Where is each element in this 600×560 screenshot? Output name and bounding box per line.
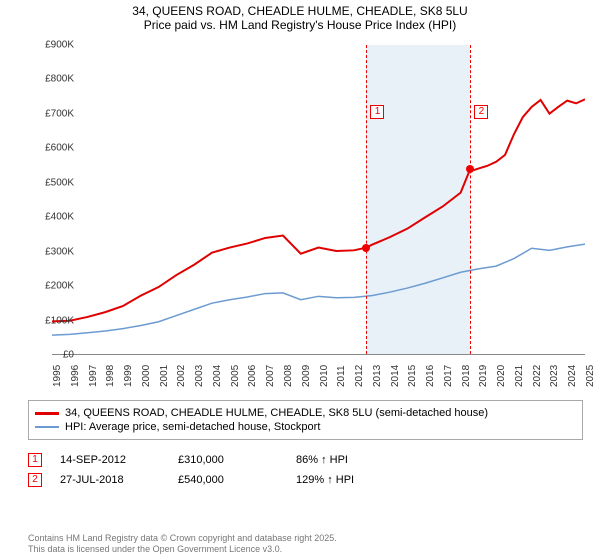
- legend-label-hpi: HPI: Average price, semi-detached house,…: [65, 421, 320, 433]
- y-tick-label: £400K: [32, 212, 74, 223]
- sale-marker-box: 2: [474, 105, 488, 119]
- chart-area: £0 £100K £200K £300K £400K £500K £600K £700K £80…: [20, 40, 585, 390]
- legend-swatch-price: [35, 412, 59, 415]
- y-tick-label: £0: [32, 350, 74, 361]
- sale-date-1: 14-SEP-2012: [60, 454, 160, 466]
- title-address: 34, QUEENS ROAD, CHEADLE HULME, CHEADLE,…: [0, 4, 600, 18]
- sale-date-2: 27-JUL-2018: [60, 474, 160, 486]
- plot-region: £0£100K£200K£300K£400K£500K£600K£700K£80…: [52, 45, 585, 355]
- sale-price-1: £310,000: [178, 454, 278, 466]
- sales-row-2: 2 27-JUL-2018 £540,000 129% ↑ HPI: [28, 470, 583, 490]
- y-tick-label: £700K: [32, 108, 74, 119]
- series-price_paid: [52, 99, 585, 321]
- chart-container: 34, QUEENS ROAD, CHEADLE HULME, CHEADLE,…: [0, 0, 600, 560]
- sale-vline: [470, 45, 471, 354]
- sale-price-2: £540,000: [178, 474, 278, 486]
- sale-dot: [362, 244, 370, 252]
- sale-marker-box: 1: [370, 105, 384, 119]
- sale-marker-2: 2: [28, 473, 42, 487]
- series-hpi: [52, 244, 585, 335]
- y-tick-label: £900K: [32, 40, 74, 51]
- y-tick-label: £300K: [32, 246, 74, 257]
- sale-vline: [366, 45, 367, 354]
- y-tick-label: £100K: [32, 315, 74, 326]
- y-tick-label: £500K: [32, 177, 74, 188]
- legend-item-price: 34, QUEENS ROAD, CHEADLE HULME, CHEADLE,…: [35, 407, 576, 419]
- y-tick-label: £200K: [32, 281, 74, 292]
- y-tick-label: £800K: [32, 74, 74, 85]
- chart-svg: [52, 45, 585, 354]
- sales-table: 1 14-SEP-2012 £310,000 86% ↑ HPI 2 27-JU…: [28, 450, 583, 490]
- sale-marker-1: 1: [28, 453, 42, 467]
- sale-vshpi-1: 86% ↑ HPI: [296, 454, 396, 466]
- footer-copyright: Contains HM Land Registry data © Crown c…: [28, 533, 337, 545]
- sales-row-1: 1 14-SEP-2012 £310,000 86% ↑ HPI: [28, 450, 583, 470]
- legend-swatch-hpi: [35, 426, 59, 428]
- legend: 34, QUEENS ROAD, CHEADLE HULME, CHEADLE,…: [28, 400, 583, 440]
- footer-license: This data is licensed under the Open Gov…: [28, 544, 337, 556]
- sale-vshpi-2: 129% ↑ HPI: [296, 474, 396, 486]
- legend-label-price: 34, QUEENS ROAD, CHEADLE HULME, CHEADLE,…: [65, 407, 488, 419]
- sale-dot: [466, 165, 474, 173]
- footer: Contains HM Land Registry data © Crown c…: [28, 533, 337, 556]
- legend-item-hpi: HPI: Average price, semi-detached house,…: [35, 421, 576, 433]
- title-block: 34, QUEENS ROAD, CHEADLE HULME, CHEADLE,…: [0, 0, 600, 34]
- y-tick-label: £600K: [32, 143, 74, 154]
- title-subtitle: Price paid vs. HM Land Registry's House …: [0, 18, 600, 32]
